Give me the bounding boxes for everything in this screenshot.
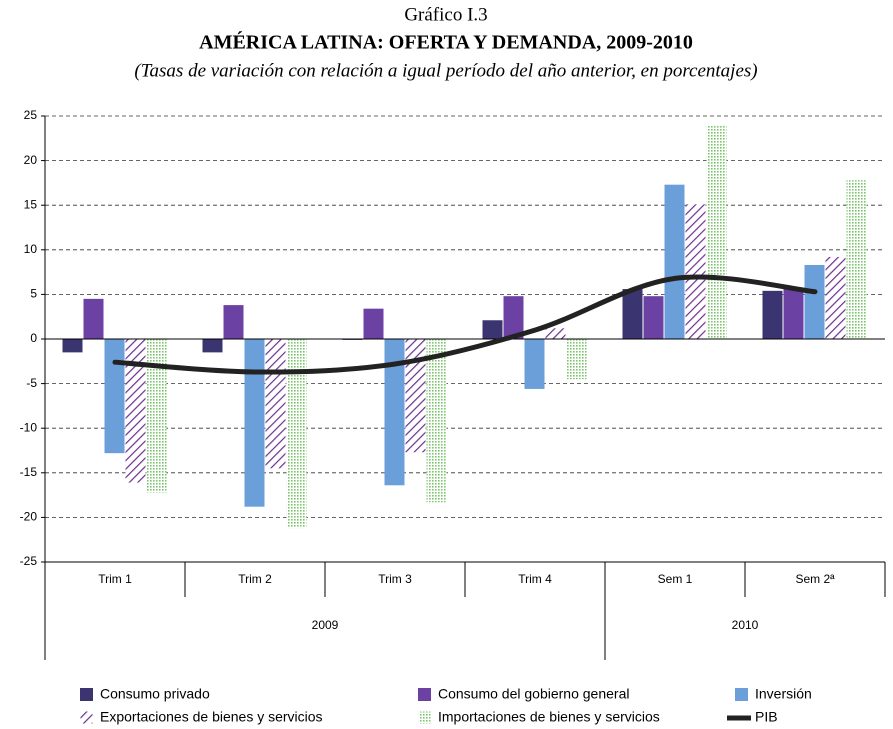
- legend-label: Importaciones de bienes y servicios: [438, 709, 660, 725]
- x-tick-label: Trim 4: [518, 572, 552, 586]
- bar: [286, 339, 307, 529]
- bar: [104, 339, 125, 454]
- line: [112, 274, 818, 375]
- bar: [545, 328, 566, 339]
- bar: [706, 124, 727, 339]
- x-tick-label: Trim 3: [378, 572, 412, 586]
- x-tick-label: Trim 2: [238, 572, 272, 586]
- bar: [265, 339, 286, 469]
- x-tick-label: Trim 1: [98, 572, 132, 586]
- x-tick-label: Sem 1: [658, 572, 693, 586]
- x-tick-label: Sem 2ª: [795, 572, 835, 586]
- bar: [125, 339, 146, 483]
- bar: [846, 180, 867, 339]
- y-tick-label: -20: [20, 510, 38, 524]
- y-tick-label: 0: [30, 331, 37, 345]
- legend-swatch: [418, 688, 431, 701]
- group-label: 2010: [732, 618, 759, 632]
- y-tick-label: -15: [20, 465, 38, 479]
- bar: [62, 339, 83, 353]
- bar: [524, 339, 545, 389]
- y-tick-label: -10: [20, 420, 38, 434]
- bar: [685, 204, 706, 339]
- bar: [363, 308, 384, 339]
- y-tick-label: 25: [24, 108, 38, 122]
- legend-swatch: [79, 710, 94, 725]
- legend-swatch: [735, 688, 748, 701]
- legend-swatch: [80, 688, 93, 701]
- y-tick-label: 15: [24, 197, 38, 211]
- bar: [804, 264, 825, 339]
- bar: [762, 290, 783, 339]
- y-tick-label: 10: [24, 242, 38, 256]
- bar: [482, 320, 503, 339]
- legend-label: Exportaciones de bienes y servicios: [100, 709, 323, 725]
- bar: [825, 256, 846, 339]
- legend-label: Inversión: [755, 686, 812, 702]
- legend-label: PIB: [755, 709, 778, 725]
- bar: [503, 296, 524, 339]
- chart-subtitle: (Tasas de variación con relación a igual…: [134, 60, 757, 81]
- bar: [405, 339, 426, 453]
- legend-label: Consumo del gobierno general: [438, 686, 629, 702]
- bar: [426, 339, 447, 503]
- y-tick-label: -25: [20, 554, 38, 568]
- bar: [83, 298, 104, 339]
- bar: [384, 339, 405, 486]
- y-tick-label: 5: [30, 287, 37, 301]
- chart-title: AMÉRICA LATINA: OFERTA Y DEMANDA, 2009-2…: [199, 31, 693, 54]
- bar: [223, 305, 244, 339]
- bar: [783, 289, 804, 339]
- bar: [146, 339, 167, 493]
- bar: [664, 184, 685, 339]
- group-label: 2009: [312, 618, 339, 632]
- y-tick-label: 20: [24, 153, 38, 167]
- bar: [202, 339, 223, 353]
- caption: Gráfico I.3: [404, 4, 487, 25]
- y-tick-label: -5: [26, 376, 37, 390]
- bar: [566, 339, 587, 380]
- bar: [622, 289, 643, 339]
- legend-swatch: [417, 710, 432, 725]
- bar: [244, 339, 265, 507]
- legend-label: Consumo privado: [100, 686, 210, 702]
- bar: [643, 296, 664, 339]
